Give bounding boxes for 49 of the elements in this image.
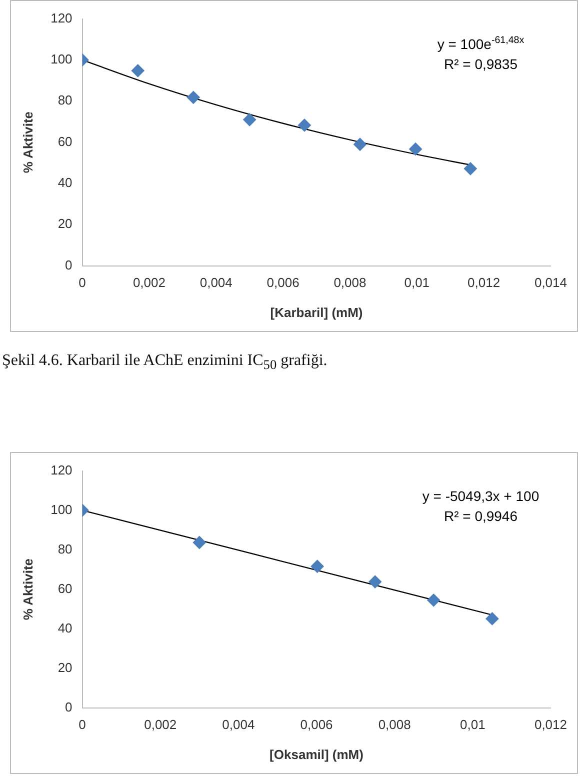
x-tick-label: 0,008 bbox=[334, 275, 366, 290]
point bbox=[427, 594, 440, 607]
point bbox=[368, 575, 382, 588]
point bbox=[298, 118, 311, 132]
point bbox=[409, 142, 422, 156]
y-tick-label: 0 bbox=[65, 699, 72, 714]
x-tick-label: 0,012 bbox=[468, 275, 500, 290]
x-tick-label: 0 bbox=[78, 275, 86, 290]
x-tick-label: 0,008 bbox=[378, 717, 411, 732]
x-tick-label: 0 bbox=[78, 717, 86, 732]
point bbox=[354, 138, 367, 151]
x-tick-label: 0,006 bbox=[300, 717, 333, 732]
point bbox=[310, 560, 324, 573]
y-tick-label: 80 bbox=[58, 541, 72, 556]
x-tick-label: 0,002 bbox=[132, 275, 166, 290]
point bbox=[131, 64, 144, 78]
y-tick-label: 40 bbox=[58, 620, 72, 636]
point bbox=[243, 113, 256, 126]
x-axis-title: [Karbaril] (mM) bbox=[270, 304, 363, 320]
x-tick-label: 0,014 bbox=[534, 275, 568, 290]
y-tick-label: 120 bbox=[50, 462, 72, 478]
x-tick-label: 0,004 bbox=[222, 717, 255, 732]
point bbox=[486, 612, 499, 626]
text: Şekil 4.6. Karbaril ile AChE enzimini IC$_{50}$ grafiği. bbox=[2, 352, 328, 372]
y-tick-label: 60 bbox=[58, 134, 72, 149]
y-tick-label: 80 bbox=[58, 92, 72, 108]
annotation: R² = 0,9835 bbox=[444, 56, 518, 72]
y-axis-title: % Aktivite bbox=[20, 558, 36, 620]
point bbox=[464, 162, 477, 176]
x-tick-label: 0,012 bbox=[534, 717, 568, 732]
y-tick-label: 20 bbox=[58, 216, 72, 232]
y-tick-label: 100 bbox=[50, 502, 72, 517]
y-axis-title: % Aktivite bbox=[20, 111, 36, 174]
y-tick-label: 0 bbox=[65, 257, 72, 272]
y-tick-label: 60 bbox=[58, 580, 72, 596]
x-tick-label: 0,01 bbox=[460, 717, 486, 732]
annotation: y = -5049,3x + 100 bbox=[422, 488, 540, 504]
x-axis-title: [Oksamil] (mM) bbox=[270, 746, 364, 762]
y-tick-label: 40 bbox=[58, 175, 72, 190]
point bbox=[192, 536, 206, 549]
y-tick-label: 20 bbox=[58, 660, 72, 675]
point bbox=[186, 90, 200, 104]
x-tick-label: 0,006 bbox=[266, 275, 300, 290]
x-tick-label: 0,002 bbox=[144, 717, 177, 732]
x-tick-label: 0,004 bbox=[200, 275, 232, 290]
annotation: R² = 0,9946 bbox=[444, 508, 518, 524]
x-tick-label: 0,01 bbox=[404, 275, 430, 290]
y-tick-label: 120 bbox=[50, 10, 72, 26]
y-tick-label: 100 bbox=[50, 52, 72, 67]
